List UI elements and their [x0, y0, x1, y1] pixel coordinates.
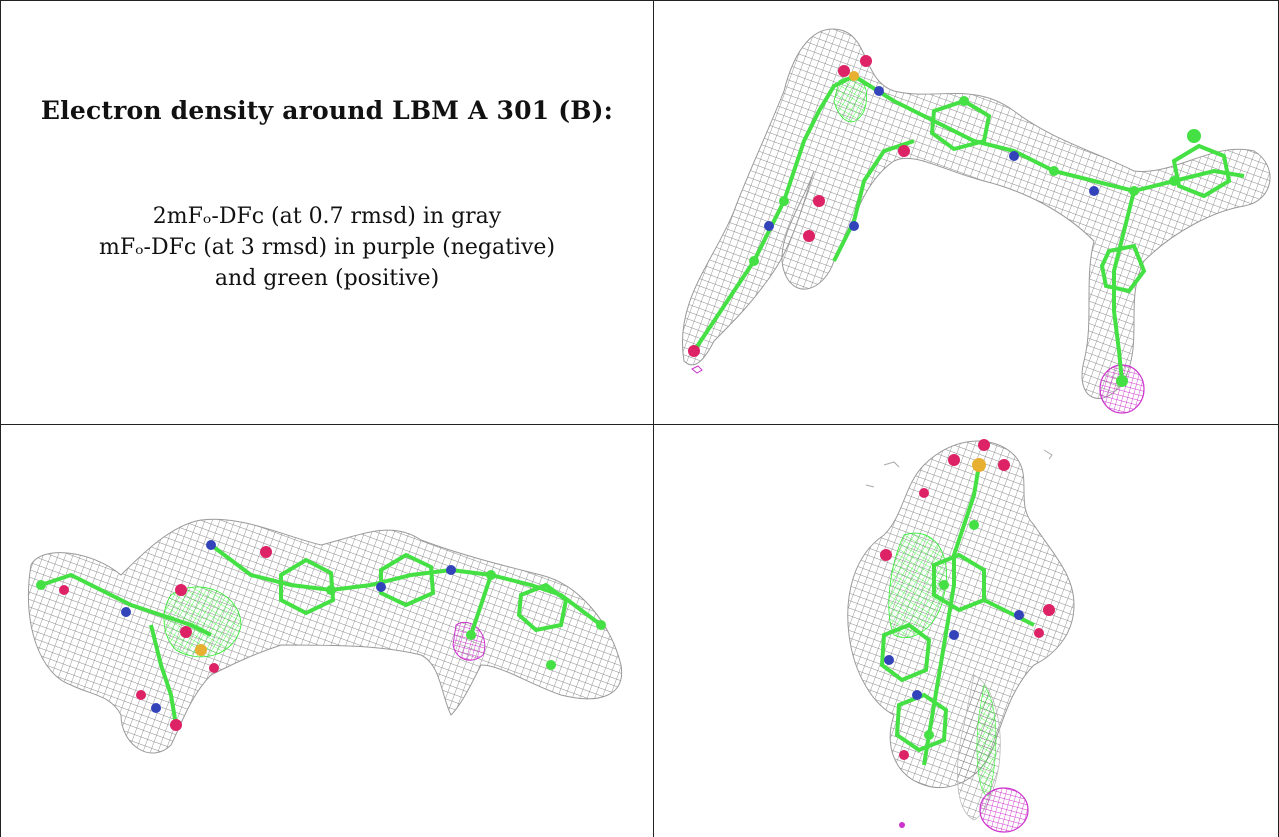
ligand-model — [40, 543, 603, 726]
green-mesh-positive — [163, 586, 242, 658]
atoms — [688, 55, 1201, 387]
legend-text: 2mFₒ-DFᴄ (at 0.7 rmsd) in gray mFₒ-DFᴄ (… — [1, 201, 653, 294]
legend-cell: Electron density around LBM A 301 (B): 2… — [0, 0, 654, 425]
gray-mesh-2fofc — [27, 518, 623, 754]
legend-line-fofc: mFₒ-DFᴄ (at 3 rmsd) in purple (negative) — [98, 235, 556, 260]
atoms — [880, 439, 1055, 760]
small-mesh-fragments — [865, 449, 1053, 488]
purple-mesh-negative — [691, 364, 1145, 414]
purple-mesh-negative — [899, 787, 1029, 833]
density-view-2 — [0, 424, 654, 837]
legend-line-positive: and green (positive) — [214, 266, 440, 291]
density-image-1 — [682, 28, 1271, 414]
figure-title: Electron density around LBM A 301 (B): — [40, 96, 614, 125]
purple-mesh-negative — [452, 621, 486, 661]
density-view-3 — [653, 424, 1279, 837]
density-image-2 — [27, 518, 623, 754]
legend-line-2fofc: 2mFₒ-DFᴄ (at 0.7 rmsd) in gray — [152, 204, 502, 229]
density-view-1 — [653, 0, 1279, 425]
gray-mesh-2fofc — [682, 28, 1271, 399]
density-image-3 — [847, 439, 1075, 833]
atoms — [36, 540, 606, 731]
green-mesh-positive — [888, 532, 997, 796]
